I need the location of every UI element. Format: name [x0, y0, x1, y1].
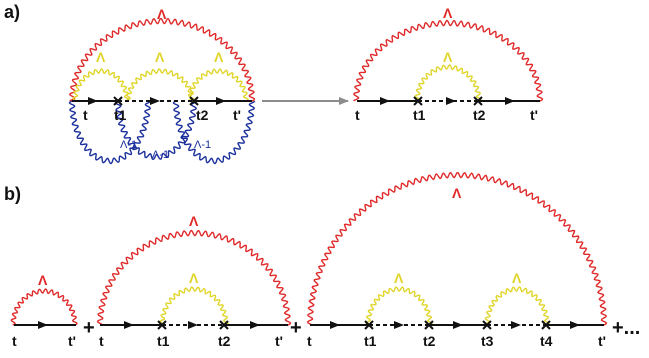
vertex-cross-icon: [424, 320, 434, 330]
inner-propagator-wave: [484, 286, 550, 326]
time-label: t2: [473, 107, 486, 123]
time-label: t2: [423, 333, 436, 349]
outer-lambda-symbol: Λ: [189, 213, 199, 229]
continuation-operator: +...: [612, 317, 640, 339]
arrow-icon: [124, 321, 134, 329]
inner-propagator-wave: [125, 68, 195, 102]
panel-b-term-2: t t1 t2 t' Λ Λ: [96, 213, 292, 349]
time-label: t: [355, 107, 360, 123]
arrow-icon: [88, 97, 98, 105]
time-label: t: [12, 333, 17, 349]
outer-propagator-arc: [306, 171, 608, 326]
vertex-cross-icon: [189, 96, 199, 106]
panel-b-term-1: t t' Λ: [10, 272, 78, 349]
inverse-propagator-wave: [68, 100, 152, 165]
time-label: t1: [157, 333, 170, 349]
vertex-cross-icon: [219, 320, 229, 330]
outer-propagator-wave: [306, 171, 608, 326]
inner-propagator-wave: [72, 68, 130, 102]
inner-lambda-symbol: Λ: [443, 49, 453, 65]
panel-a-left-diagram: t t1 t2 t' Λ Λ Λ Λ Λ-1 Λ-1 Λ-1: [68, 6, 256, 165]
plus-operator: +: [83, 317, 95, 339]
vertex-cross-icon: [541, 320, 551, 330]
outer-lambda-symbol: Λ: [38, 272, 48, 288]
outer-lambda-symbol: Λ: [443, 5, 453, 21]
vertex-cross-icon: [482, 320, 492, 330]
arrow-icon: [188, 321, 198, 329]
inverse-lambda-label: Λ-1: [152, 149, 169, 161]
inner-propagator-wave: [414, 64, 482, 102]
time-label: t2: [196, 107, 209, 123]
panel-b-label: b): [4, 184, 21, 204]
outer-lambda-symbol: Λ: [157, 6, 167, 22]
time-label: t: [307, 333, 312, 349]
time-label: t4: [540, 333, 553, 349]
arrow-icon: [570, 321, 580, 329]
inner-lambda-symbol: Λ: [214, 49, 224, 65]
panel-a-right-diagram: t t1 t2 t' Λ Λ: [353, 5, 544, 123]
inverse-lambda-label: Λ-1: [194, 139, 211, 151]
arrow-icon: [38, 321, 48, 329]
inner-lambda-symbol: Λ: [512, 270, 522, 286]
arrow-icon: [453, 321, 463, 329]
arrow-icon: [330, 321, 340, 329]
panel-a-label: a): [4, 2, 20, 22]
time-label: t: [99, 333, 104, 349]
vertex-cross-icon: [413, 96, 423, 106]
arrow-icon: [394, 321, 404, 329]
inner-propagator-wave: [187, 68, 249, 102]
outer-propagator-wave: [10, 288, 78, 326]
time-label: t': [275, 333, 283, 349]
inner-lambda-symbol: Λ: [189, 270, 199, 286]
inner-lambda-symbol: Λ: [96, 49, 106, 65]
vertex-cross-icon: [113, 96, 123, 106]
inner-lambda-symbol: Λ: [394, 270, 404, 286]
arrow-icon: [505, 97, 515, 105]
arrow-icon: [380, 97, 390, 105]
outer-propagator-arc: [69, 17, 256, 102]
inverse-propagator-wave: [114, 100, 198, 161]
arrow-icon: [250, 321, 260, 329]
arrow-icon: [446, 97, 456, 105]
time-label: t': [68, 333, 76, 349]
outer-propagator-wave: [353, 19, 544, 102]
outer-lambda-symbol: Λ: [452, 185, 462, 201]
time-label: t': [598, 333, 606, 349]
arrow-icon: [216, 97, 226, 105]
outer-propagator-wave: [69, 17, 256, 102]
inner-propagator-wave: [365, 286, 433, 326]
vertex-cross-icon: [364, 320, 374, 330]
arrow-icon: [150, 97, 160, 105]
outer-propagator-wave: [96, 229, 292, 326]
inner-propagator-arc: [159, 286, 229, 326]
time-label: t': [233, 107, 241, 123]
vertex-cross-icon: [157, 320, 167, 330]
inner-propagator-arc: [414, 64, 482, 102]
plus-operator: +: [290, 317, 302, 339]
inverse-propagator-arcs: [68, 100, 256, 165]
inner-lambda-symbol: Λ: [155, 49, 165, 65]
outer-propagator-arc: [10, 288, 78, 326]
outer-propagator-arc: [96, 229, 292, 326]
inverse-lambda-label: Λ-1: [120, 139, 137, 151]
inner-propagator-wave: [159, 286, 229, 326]
time-label: t1: [413, 107, 426, 123]
vertex-cross-icon: [473, 96, 483, 106]
inverse-propagator-wave: [172, 100, 256, 165]
time-label: t2: [218, 333, 231, 349]
time-label: t': [530, 107, 538, 123]
panel-b-term-3: t t1 t2 t3 t4 t' Λ Λ Λ: [306, 171, 608, 349]
arrow-icon: [511, 321, 521, 329]
time-label: t: [83, 107, 88, 123]
outer-propagator-arc: [353, 19, 544, 102]
time-label: t1: [364, 333, 377, 349]
time-label: t3: [481, 333, 494, 349]
inner-propagator-arcs: [365, 286, 550, 326]
inner-propagator-arcs: [72, 68, 249, 102]
time-label: t1: [114, 107, 127, 123]
